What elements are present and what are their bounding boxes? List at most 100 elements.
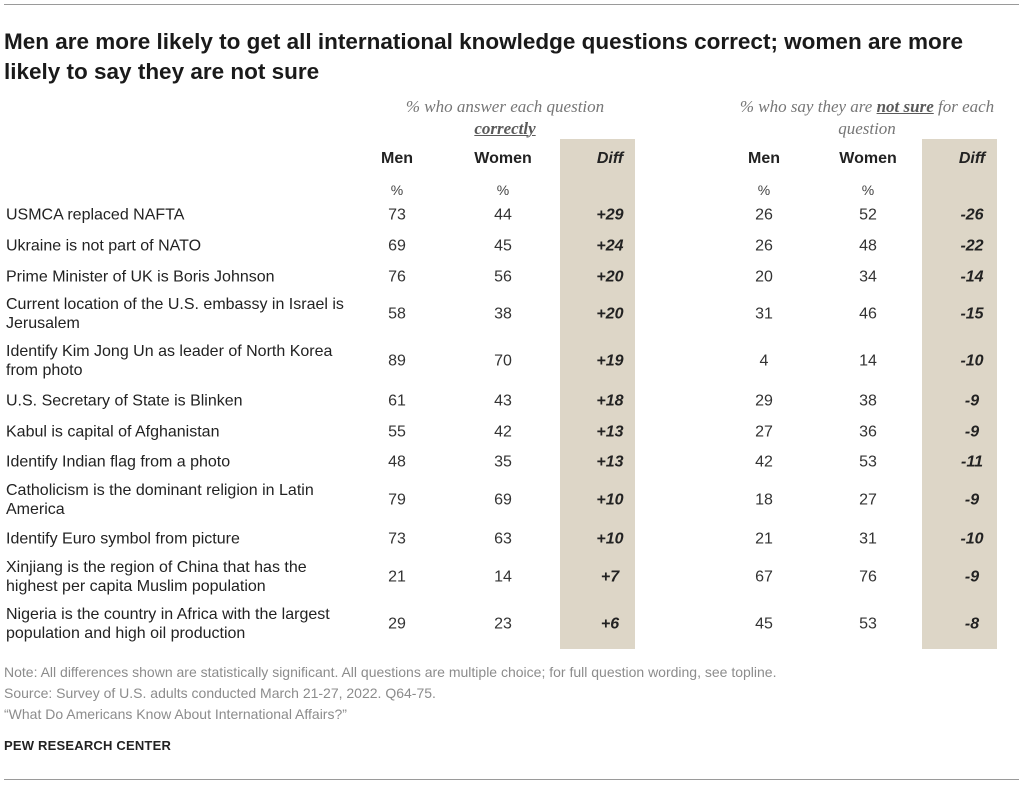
row-label: Current location of the U.S. embassy in … — [6, 296, 344, 332]
bottom-rule — [4, 779, 1019, 780]
cell-c-diff: +13 — [596, 453, 624, 471]
cell-n-women: 53 — [859, 615, 877, 633]
cell-n-women: 76 — [859, 568, 877, 586]
row-label: Nigeria is the country in Africa with th… — [6, 606, 330, 642]
cell-n-women: 34 — [859, 268, 877, 286]
cell-n-women: 53 — [859, 453, 877, 471]
cell-c-men: 58 — [388, 305, 406, 323]
cell-c-women: 42 — [494, 423, 512, 441]
pct-correct-men: % — [390, 182, 404, 198]
cell-c-men: 29 — [388, 615, 406, 633]
notsure-header-pre: % who say they are — [739, 97, 873, 116]
pct-correct-women: % — [496, 182, 510, 198]
source-text: Source: Survey of U.S. adults conducted … — [4, 685, 436, 701]
cell-n-men: 26 — [755, 206, 773, 224]
cell-c-women: 56 — [494, 268, 512, 286]
cell-c-diff: +20 — [596, 305, 624, 323]
cell-c-women: 70 — [494, 352, 512, 370]
cell-c-women: 43 — [494, 392, 512, 410]
cell-c-diff: +6 — [600, 615, 620, 633]
cell-n-diff: -9 — [964, 423, 980, 441]
cell-c-men: 21 — [388, 568, 406, 586]
cell-n-women: 46 — [859, 305, 877, 323]
cell-n-men: 27 — [755, 423, 773, 441]
notsure-group-header: % who say they are not sure for each que… — [712, 96, 1022, 140]
row-label: Prime Minister of UK is Boris Johnson — [6, 268, 275, 286]
cell-n-women: 14 — [859, 352, 877, 370]
cell-n-men: 4 — [759, 352, 769, 370]
cell-n-diff: -9 — [964, 392, 980, 410]
cell-n-men: 20 — [755, 268, 773, 286]
cell-c-women: 45 — [494, 237, 512, 255]
cell-n-diff: -26 — [960, 206, 984, 224]
notsure-diff-band — [922, 139, 997, 649]
cell-c-women: 44 — [494, 206, 512, 224]
row-label: Ukraine is not part of NATO — [6, 237, 202, 255]
cell-c-diff: +18 — [596, 392, 624, 410]
cell-c-men: 89 — [388, 352, 406, 370]
cell-c-diff: +19 — [596, 352, 624, 370]
top-rule — [4, 4, 1019, 5]
col-notsure-diff: Diff — [958, 150, 986, 167]
cell-n-women: 36 — [859, 423, 877, 441]
cell-n-diff: -10 — [960, 352, 984, 370]
cell-c-diff: +29 — [596, 206, 624, 224]
report-title: “What Do Americans Know About Internatio… — [4, 706, 347, 722]
cell-n-men: 21 — [755, 530, 773, 548]
cell-c-diff: +10 — [596, 530, 624, 548]
cell-c-women: 63 — [494, 530, 512, 548]
pct-notsure-men: % — [757, 182, 771, 198]
cell-c-men: 73 — [388, 206, 406, 224]
cell-n-diff: -10 — [960, 530, 984, 548]
row-label: Xinjiang is the region of China that has… — [6, 559, 307, 595]
cell-n-diff: -8 — [964, 615, 980, 633]
row-label: U.S. Secretary of State is Blinken — [6, 392, 243, 410]
cell-c-diff: +13 — [596, 423, 624, 441]
cell-c-women: 14 — [494, 568, 512, 586]
pct-notsure-women: % — [861, 182, 875, 198]
org-name: PEW RESEARCH CENTER — [4, 738, 172, 753]
col-correct-women: Women — [474, 150, 532, 167]
row-label: Identify Indian flag from a photo — [6, 453, 231, 471]
col-correct-diff: Diff — [596, 150, 624, 167]
cell-n-diff: -9 — [964, 568, 980, 586]
col-notsure-women: Women — [839, 150, 897, 167]
row-label: Identify Euro symbol from picture — [6, 530, 240, 548]
cell-c-men: 73 — [388, 530, 406, 548]
notsure-header-post: for each question — [838, 97, 995, 138]
correct-header-emph: correctly — [474, 119, 536, 138]
row-label: Kabul is capital of Afghanistan — [6, 423, 220, 441]
cell-n-women: 31 — [859, 530, 877, 548]
row-label: Catholicism is the dominant religion in … — [6, 482, 314, 518]
cell-c-men: 48 — [388, 453, 406, 471]
cell-n-women: 38 — [859, 392, 877, 410]
cell-n-men: 42 — [755, 453, 773, 471]
cell-c-women: 38 — [494, 305, 512, 323]
cell-n-men: 67 — [755, 568, 773, 586]
cell-c-diff: +7 — [600, 568, 620, 586]
notsure-header-emph: not sure — [876, 97, 934, 116]
cell-n-diff: -14 — [960, 268, 984, 286]
cell-c-men: 55 — [388, 423, 406, 441]
note-text: Note: All differences shown are statisti… — [4, 664, 777, 680]
cell-n-men: 18 — [755, 491, 773, 509]
cell-n-diff: -11 — [961, 453, 983, 471]
col-correct-men: Men — [381, 150, 413, 167]
cell-n-men: 45 — [755, 615, 773, 633]
cell-n-men: 31 — [755, 305, 773, 323]
correct-diff-band — [560, 139, 635, 649]
correct-group-header: % who answer each question correctly — [360, 96, 650, 140]
cell-n-women: 27 — [859, 491, 877, 509]
cell-n-diff: -15 — [960, 305, 984, 323]
cell-n-diff: -22 — [960, 237, 984, 255]
row-label: Identify Kim Jong Un as leader of North … — [6, 343, 333, 379]
cell-c-diff: +10 — [596, 491, 624, 509]
cell-n-diff: -9 — [964, 491, 980, 509]
cell-c-diff: +24 — [596, 237, 624, 255]
cell-c-diff: +20 — [596, 268, 624, 286]
cell-n-women: 48 — [859, 237, 877, 255]
cell-n-men: 29 — [755, 392, 773, 410]
cell-c-women: 35 — [494, 453, 512, 471]
cell-n-women: 52 — [859, 206, 877, 224]
row-label: USMCA replaced NAFTA — [6, 206, 185, 224]
